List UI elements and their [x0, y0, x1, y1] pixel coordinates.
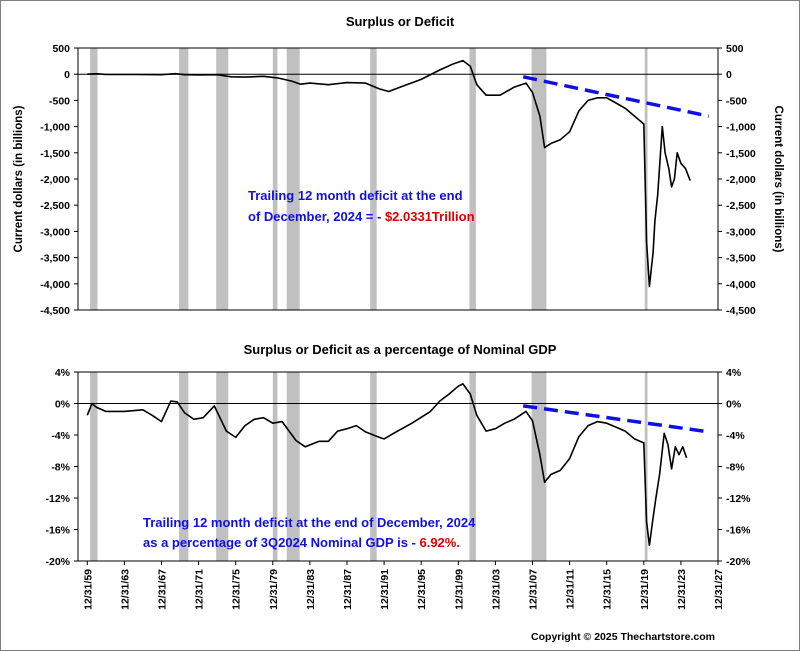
- bottom-recession-band-6: [469, 372, 476, 561]
- x-tick-label-1: 12/31/63: [119, 569, 131, 610]
- bottom-annotation-line2: as a percentage of 3Q2024 Nominal GDP is…: [143, 535, 460, 550]
- x-tick-label-12: 12/31/07: [527, 569, 539, 610]
- x-tick-label-7: 12/31/87: [342, 569, 354, 610]
- top-recession-bands: [90, 48, 648, 310]
- top-ytick-label-left-4: -1,500: [40, 148, 70, 160]
- x-tick-label-14: 12/31/15: [602, 569, 614, 610]
- x-tick-label-0: 12/31/59: [82, 569, 94, 610]
- x-tick-label-17: 12/31/27: [713, 569, 725, 610]
- top-recession-band-0: [90, 48, 98, 310]
- top-annotation-line1: Trailing 12 month deficit at the end: [248, 188, 463, 203]
- bottom-ytick-label-right-5: -16%: [726, 525, 751, 537]
- top-recession-band-7: [531, 48, 547, 310]
- top-chart-title: Surplus or Deficit: [346, 14, 455, 29]
- bottom-ytick-label-left-5: -16%: [45, 525, 70, 537]
- x-tick-label-16: 12/31/23: [676, 569, 688, 610]
- x-tick-label-11: 12/31/03: [490, 569, 502, 610]
- top-ytick-label-right-7: -3,000: [726, 226, 756, 238]
- top-ytick-label-left-7: -3,000: [40, 226, 70, 238]
- bottom-recession-bands: [90, 372, 648, 561]
- top-ytick-label-left-0: 500: [52, 43, 70, 55]
- top-ytick-label-right-5: -2,000: [726, 174, 756, 186]
- bottom-trend-line: [522, 404, 709, 434]
- x-tick-label-5: 12/31/79: [268, 569, 280, 610]
- top-trend-line: [522, 75, 710, 118]
- bottom-annotation-line1: Trailing 12 month deficit at the end of …: [143, 515, 476, 530]
- top-ytick-label-right-2: -500: [726, 95, 747, 107]
- bottom-series: [86, 383, 709, 547]
- top-ytick-label-right-10: -4,500: [726, 305, 756, 317]
- top-ytick-label-left-10: -4,500: [40, 305, 70, 317]
- bottom-recession-band-5: [370, 372, 377, 561]
- top-ytick-label-left-5: -2,000: [40, 174, 70, 186]
- top-ytick-label-left-2: -500: [49, 95, 70, 107]
- top-annotation-value: $2.0331Trillion: [385, 209, 475, 224]
- bottom-ytick-label-right-0: 4%: [726, 367, 742, 379]
- top-ytick-label-left-6: -2,500: [40, 200, 70, 212]
- top-ytick-label-right-0: 500: [726, 43, 744, 55]
- bottom-ytick-label-left-1: 0%: [55, 399, 71, 411]
- x-tick-label-15: 12/31/19: [639, 569, 651, 610]
- top-ytick-label-right-9: -4,000: [726, 279, 756, 291]
- x-tick-label-6: 12/31/83: [305, 569, 317, 610]
- top-ytick-label-right-1: 0: [726, 69, 732, 81]
- x-tick-label-10: 12/31/99: [453, 569, 465, 610]
- bottom-annotation-value: 6.92%.: [419, 535, 459, 550]
- bottom-ytick-label-left-0: 4%: [55, 367, 71, 379]
- top-series-line-0: [87, 59, 691, 288]
- bottom-ytick-label-left-2: -4%: [51, 430, 70, 442]
- top-recession-band-8: [644, 48, 648, 310]
- bottom-series-line-0: [86, 383, 688, 547]
- top-recession-band-3: [272, 48, 278, 310]
- top-ytick-label-right-8: -3,500: [726, 253, 756, 265]
- bottom-y-ticks: 4% 4% 0% 0% -4% -4% -8% -8% -12% -12% -16% -16% -20%…: [45, 367, 751, 568]
- top-recession-band-5: [370, 48, 377, 310]
- top-recession-band-2: [216, 48, 229, 310]
- bottom-chart-title: Surplus or Deficit as a percentage of No…: [244, 342, 557, 357]
- top-annotation-prefix: of December, 2024 = -: [248, 209, 385, 224]
- bottom-ytick-label-left-3: -8%: [51, 462, 70, 474]
- bottom-recession-band-2: [216, 372, 229, 561]
- x-tick-label-3: 12/31/71: [194, 569, 206, 610]
- top-series: [87, 59, 710, 288]
- x-tick-label-13: 12/31/11: [565, 569, 577, 609]
- x-tick-label-8: 12/31/91: [379, 569, 391, 610]
- top-ytick-label-right-6: -2,500: [726, 200, 756, 212]
- bottom-ytick-label-right-3: -8%: [726, 462, 745, 474]
- bottom-ytick-label-right-6: -20%: [726, 556, 751, 568]
- bottom-recession-band-8: [644, 372, 648, 561]
- x-tick-label-2: 12/31/67: [156, 569, 168, 610]
- x-tick-label-9: 12/31/95: [416, 569, 428, 610]
- top-y-axis-label-left: Current dollars (in billions): [13, 105, 25, 252]
- top-ytick-label-left-8: -3,500: [40, 253, 70, 265]
- top-recession-band-1: [179, 48, 189, 310]
- bottom-recession-band-3: [272, 372, 278, 561]
- bottom-annotation-prefix: as a percentage of 3Q2024 Nominal GDP is…: [143, 535, 419, 550]
- top-recession-band-4: [286, 48, 300, 310]
- top-ytick-label-left-3: -1,000: [40, 122, 70, 134]
- bottom-ytick-label-left-6: -20%: [45, 556, 70, 568]
- x-axis-tick-labels: 12/31/59 12/31/63 12/31/67 12/31/71 12/31/75…: [82, 561, 725, 610]
- top-y-axis-label-right: Current dollars (in billions): [772, 106, 784, 253]
- bottom-ytick-label-right-2: -4%: [726, 430, 745, 442]
- top-ytick-label-left-9: -4,000: [40, 279, 70, 291]
- top-ytick-label-right-3: -1,000: [726, 122, 756, 134]
- x-tick-label-4: 12/31/75: [231, 569, 243, 610]
- bottom-ytick-label-right-4: -12%: [726, 493, 751, 505]
- copyright-text: Copyright © 2025 Thechartstore.com: [531, 631, 715, 643]
- bottom-recession-band-7: [531, 372, 547, 561]
- top-ytick-label-right-4: -1,500: [726, 148, 756, 160]
- top-annotation-line2: of December, 2024 = - $2.0331Trillion: [248, 209, 475, 224]
- bottom-recession-band-4: [286, 372, 300, 561]
- top-recession-band-6: [469, 48, 476, 310]
- top-ytick-label-left-1: 0: [64, 69, 70, 81]
- bottom-ytick-label-right-1: 0%: [726, 399, 742, 411]
- bottom-recession-band-1: [179, 372, 189, 561]
- bottom-recession-band-0: [90, 372, 98, 561]
- bottom-ytick-label-left-4: -12%: [45, 493, 70, 505]
